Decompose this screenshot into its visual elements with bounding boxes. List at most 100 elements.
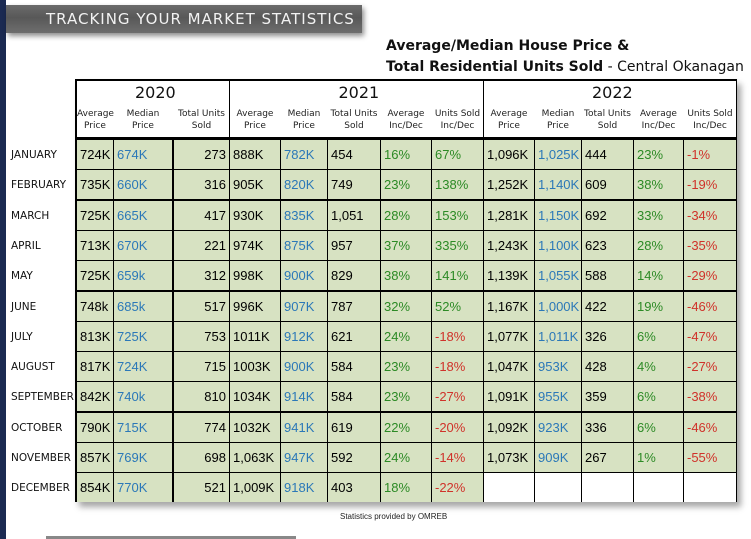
- table-cell: 941K: [281, 412, 327, 442]
- month-label: DECEMBER: [11, 482, 70, 495]
- table-cell: 918K: [281, 473, 327, 503]
- table-cell: 842K: [77, 382, 113, 412]
- month-label: NOVEMBER: [11, 452, 71, 464]
- market-statistics-table: 2020 Average Price Median Price Total Units…: [75, 79, 737, 503]
- table-cell: 1,051: [328, 200, 380, 230]
- column-header: Median Price: [287, 109, 321, 131]
- banner-text: TRACKING YOUR MARKET STATISTICS: [46, 10, 355, 28]
- table-cell: 974K: [230, 230, 280, 260]
- table-cell: 957: [328, 230, 380, 260]
- table-cell: 33%: [634, 200, 683, 230]
- banner: TRACKING YOUR MARKET STATISTICS: [6, 5, 362, 33]
- table-cell: 674K: [114, 140, 172, 169]
- month-label: AUGUST: [11, 361, 55, 374]
- table-cell: -22%: [432, 473, 483, 503]
- table-cell: 584: [328, 382, 380, 412]
- table-cell: 953K: [535, 352, 581, 382]
- column-header: Total Units Sold: [178, 109, 225, 131]
- table-cell: 623: [582, 230, 633, 260]
- year-header-2021: [230, 81, 483, 137]
- table-cell: 1,092K: [484, 412, 534, 442]
- table-cell: 1,281K: [484, 200, 534, 230]
- table-cell: -34%: [684, 200, 736, 230]
- table-cell: 14%: [634, 261, 683, 291]
- table-cell: 37%: [381, 230, 431, 260]
- table-cell: 748k: [77, 291, 113, 321]
- table-cell: 1,139K: [484, 261, 534, 291]
- table-cell: 1,252K: [484, 170, 534, 200]
- table-cell: 725K: [77, 200, 113, 230]
- table-cell: 670K: [114, 230, 172, 260]
- table-cell: 1011K: [230, 321, 280, 351]
- table-cell: 403: [328, 473, 380, 503]
- table-cell: 23%: [381, 170, 431, 200]
- table-cell: 6%: [634, 382, 683, 412]
- table-cell: -27%: [432, 382, 483, 412]
- table-cell: 749: [328, 170, 380, 200]
- table-cell: 359: [582, 382, 633, 412]
- table-cell: 1,140K: [535, 170, 581, 200]
- table-cell: 22%: [381, 412, 431, 442]
- table-cell: 735K: [77, 170, 113, 200]
- table-cell: 813K: [77, 321, 113, 351]
- table-cell: 787: [328, 291, 380, 321]
- table-cell: 16%: [381, 140, 431, 169]
- table-cell: 713K: [77, 230, 113, 260]
- table-cell: -27%: [684, 352, 736, 382]
- month-label: MARCH: [11, 209, 50, 222]
- table-cell: 67%: [432, 140, 483, 169]
- table-cell: 715K: [114, 412, 172, 442]
- table-cell: 28%: [381, 200, 431, 230]
- table-cell: 32%: [381, 291, 431, 321]
- table-cell: 725K: [114, 321, 172, 351]
- table-cell: 996K: [230, 291, 280, 321]
- table-cell: 854K: [77, 473, 113, 503]
- left-edge-strip: [0, 0, 6, 539]
- column-header: Median Price: [126, 109, 160, 131]
- column-header: Average Inc/Dec: [640, 109, 677, 131]
- table-cell: 153%: [432, 200, 483, 230]
- table-cell: -1%: [684, 140, 736, 169]
- table-cell: 454: [328, 140, 380, 169]
- table-cell: 4%: [634, 352, 683, 382]
- table-cell: 900K: [281, 261, 327, 291]
- table-cell: 835K: [281, 200, 327, 230]
- table-cell: 1%: [634, 443, 683, 472]
- table-cell: 692: [582, 200, 633, 230]
- table-cell: 619: [328, 412, 380, 442]
- table-cell: 782K: [281, 140, 327, 169]
- table-cell: 1,025K: [535, 140, 581, 169]
- year-label-2021: 2021: [338, 83, 380, 102]
- table-cell: 820K: [281, 170, 327, 200]
- table-cell: 267: [582, 443, 633, 472]
- table-cell: 336: [582, 412, 633, 442]
- table-cell: 1,100K: [535, 230, 581, 260]
- chart-title: Average/Median House Price & Total Resid…: [386, 36, 744, 78]
- year-header-2020: [77, 81, 229, 137]
- table-cell: 998K: [230, 261, 280, 291]
- table-cell: 1,077K: [484, 321, 534, 351]
- table-cell: 517: [174, 291, 229, 321]
- column-header: Average Price: [236, 109, 274, 131]
- table-cell: 316: [174, 170, 229, 200]
- table-cell: 52%: [432, 291, 483, 321]
- table-cell: 753: [174, 321, 229, 351]
- title-line-2: Total Residential Units Sold - Central O…: [386, 57, 744, 78]
- table-cell: 38%: [381, 261, 431, 291]
- table-cell: -38%: [684, 382, 736, 412]
- table-cell: -46%: [684, 412, 736, 442]
- table-cell: [684, 473, 736, 503]
- table-cell: -18%: [432, 352, 483, 382]
- table-cell: 1,011K: [535, 321, 581, 351]
- table-cell: [535, 473, 581, 503]
- column-header: Total Units Sold: [584, 109, 631, 131]
- title-main: Total Residential Units Sold: [386, 59, 604, 75]
- year-header-2022: [484, 81, 736, 137]
- table-cell: 660K: [114, 170, 172, 200]
- table-cell: 923K: [535, 412, 581, 442]
- month-label: MAY: [11, 270, 33, 283]
- year-label-2022: 2022: [592, 83, 633, 102]
- table-cell: 38%: [634, 170, 683, 200]
- table-cell: 724K: [114, 352, 172, 382]
- table-cell: 621: [328, 321, 380, 351]
